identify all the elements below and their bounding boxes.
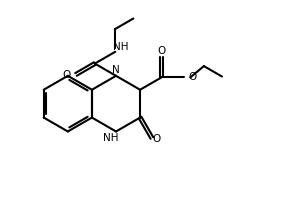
Text: NH: NH [113, 42, 129, 52]
Text: O: O [62, 70, 70, 80]
Text: N: N [112, 65, 120, 75]
Text: O: O [153, 134, 161, 144]
Text: O: O [157, 46, 166, 56]
Text: O: O [188, 72, 197, 82]
Text: NH: NH [103, 134, 119, 143]
